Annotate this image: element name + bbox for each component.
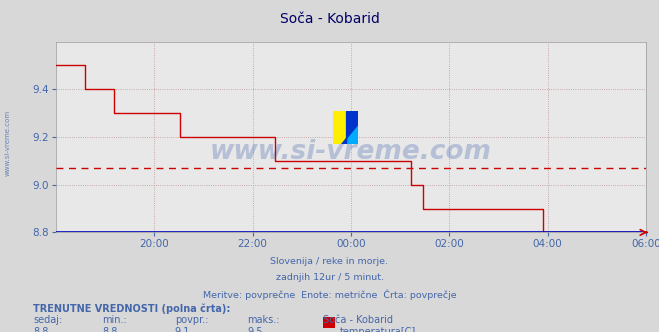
Text: sedaj:: sedaj: xyxy=(33,315,62,325)
Text: Soča - Kobarid: Soča - Kobarid xyxy=(323,315,393,325)
Text: povpr.:: povpr.: xyxy=(175,315,208,325)
Text: 9,5: 9,5 xyxy=(247,327,263,332)
Text: www.si-vreme.com: www.si-vreme.com xyxy=(5,110,11,176)
Polygon shape xyxy=(341,111,358,144)
Text: Soča - Kobarid: Soča - Kobarid xyxy=(279,12,380,26)
Text: 8,8: 8,8 xyxy=(102,327,117,332)
Text: Meritve: povprečne  Enote: metrične  Črta: povprečje: Meritve: povprečne Enote: metrične Črta:… xyxy=(203,289,456,300)
Text: min.:: min.: xyxy=(102,315,127,325)
Polygon shape xyxy=(333,111,347,144)
Text: 9,1: 9,1 xyxy=(175,327,190,332)
Text: maks.:: maks.: xyxy=(247,315,279,325)
Text: Slovenija / reke in morje.: Slovenija / reke in morje. xyxy=(270,257,389,266)
Text: www.si-vreme.com: www.si-vreme.com xyxy=(210,139,492,165)
Polygon shape xyxy=(347,111,358,144)
Text: zadnjih 12ur / 5 minut.: zadnjih 12ur / 5 minut. xyxy=(275,273,384,282)
Text: temperatura[C]: temperatura[C] xyxy=(339,327,416,332)
Text: 8,8: 8,8 xyxy=(33,327,48,332)
Text: TRENUTNE VREDNOSTI (polna črta):: TRENUTNE VREDNOSTI (polna črta): xyxy=(33,304,231,314)
